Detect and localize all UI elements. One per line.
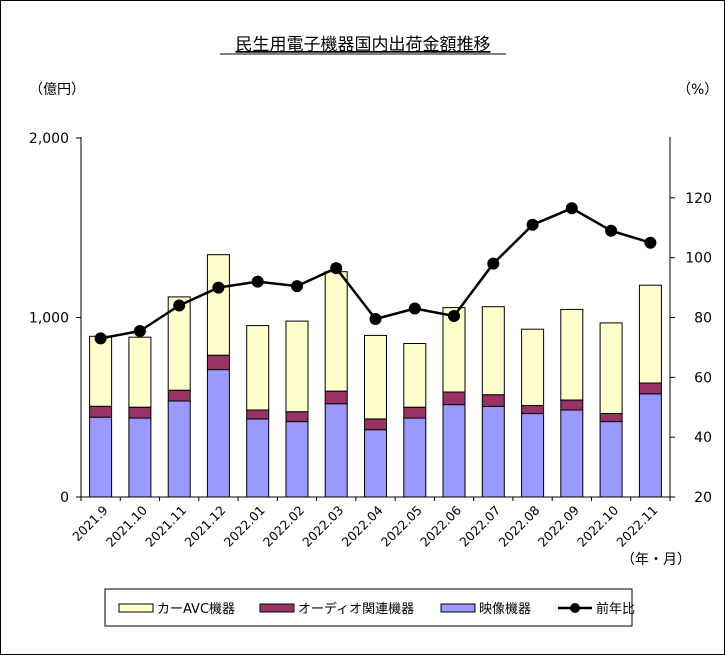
x-category-label-12: 2022.08	[496, 502, 543, 549]
yoy-point-9	[408, 302, 421, 315]
bar-segment-1-10	[442, 404, 466, 498]
bar-segment-1-6	[285, 421, 309, 498]
bar-segment-3-11	[481, 306, 505, 396]
bar-segment-1-3	[167, 400, 191, 498]
bar-segment-2-6	[285, 411, 309, 423]
bar-segment-2-12	[521, 405, 545, 415]
bar-segment-2-15	[638, 382, 662, 395]
bar-segment-1-14	[599, 421, 623, 498]
bar-segment-2-14	[599, 413, 623, 423]
bar-segment-2-8	[364, 418, 387, 431]
bar-segment-1-15	[638, 393, 662, 498]
bar-segment-2-5	[246, 409, 270, 420]
x-category-label-11: 2022.07	[456, 503, 503, 550]
yoy-point-2	[133, 325, 146, 337]
bar-segment-2-3	[167, 389, 191, 402]
left-axis-unit: （億円）	[29, 82, 85, 98]
legend-label-1: カーAVC機器	[157, 602, 235, 617]
yoy-point-8	[369, 313, 382, 325]
x-category-label-4: 2021.12	[181, 503, 228, 550]
bar-segment-3-8	[364, 334, 387, 420]
bar-segment-3-3	[167, 296, 191, 391]
bar-segment-3-9	[403, 343, 427, 408]
bar-segment-3-6	[285, 320, 309, 413]
x-category-label-8: 2022.04	[338, 502, 385, 549]
legend-swatch-2	[259, 603, 295, 613]
bar-segment-3-7	[324, 271, 348, 392]
bar-segment-1-11	[481, 405, 505, 498]
x-category-label-6: 2022.02	[260, 503, 307, 550]
legend-marker-4	[570, 603, 580, 613]
bar-segment-3-13	[560, 308, 584, 401]
chart-title: 民生用電子機器国内出荷金額推移	[236, 35, 491, 55]
bar-segment-2-2	[128, 406, 152, 419]
yoy-point-13	[565, 202, 578, 215]
bar-segment-1-5	[246, 418, 270, 498]
bar-segment-2-11	[481, 394, 505, 407]
bar-segment-1-1	[89, 416, 113, 498]
bar-segment-3-14	[599, 322, 623, 414]
x-axis-unit: （年・月）	[621, 552, 691, 568]
yoy-point-3	[173, 299, 186, 312]
bar-segment-1-8	[364, 429, 387, 498]
legend-swatch-1	[118, 603, 154, 613]
yoy-point-7	[330, 262, 343, 275]
bar-segment-3-12	[521, 328, 545, 407]
right-axis-tick-label-6: 120	[685, 191, 712, 207]
bar-segment-2-9	[403, 406, 427, 419]
x-category-label-2: 2021.10	[103, 502, 150, 549]
legend-swatch-3	[440, 603, 476, 613]
bar-segment-3-4	[206, 254, 230, 356]
bar-segment-1-2	[128, 417, 152, 498]
x-category-label-14: 2022.10	[574, 502, 621, 549]
bar-segment-2-4	[206, 354, 230, 371]
bar-segment-3-1	[89, 335, 113, 407]
yoy-point-15	[644, 236, 657, 249]
x-category-label-9: 2022.05	[378, 503, 425, 550]
yoy-point-4	[212, 281, 225, 294]
bar-segment-1-13	[560, 409, 584, 498]
left-axis-tick-label-1: 0	[60, 490, 69, 506]
yoy-point-6	[291, 280, 303, 293]
bar-segment-1-9	[403, 417, 427, 498]
right-axis-tick-label-3: 60	[694, 370, 712, 386]
yoy-point-14	[605, 224, 618, 237]
bar-segment-3-10	[442, 307, 466, 393]
x-category-label-5: 2022.01	[221, 503, 268, 550]
yoy-point-10	[448, 310, 460, 322]
x-category-label-3: 2021.11	[142, 503, 189, 550]
right-axis-tick-label-4: 80	[694, 311, 712, 327]
yoy-point-11	[487, 257, 500, 270]
x-category-label-10: 2022.06	[417, 502, 464, 549]
right-axis-tick-label-1: 20	[694, 490, 712, 506]
bar-segment-2-7	[324, 390, 348, 405]
bar-segment-2-10	[442, 391, 466, 406]
left-axis-tick-label-3: 2,000	[29, 131, 69, 147]
bar-segment-3-2	[128, 336, 152, 408]
right-axis-tick-label-2: 40	[694, 430, 712, 446]
yoy-point-5	[251, 275, 264, 288]
right-axis-unit: （%）	[677, 82, 718, 98]
bar-segment-2-13	[560, 399, 584, 411]
yoy-point-12	[526, 218, 539, 231]
legend-label-4: 前年比	[596, 601, 635, 617]
bar-segment-1-7	[324, 403, 348, 498]
bar-segment-3-5	[246, 325, 270, 411]
bar-segment-1-4	[206, 369, 230, 498]
right-axis-tick-label-5: 100	[685, 251, 712, 267]
x-category-label-15: 2022.11	[613, 503, 660, 550]
left-axis-tick-label-2: 1,000	[29, 311, 69, 327]
legend-box	[104, 588, 633, 627]
yoy-point-1	[94, 332, 107, 345]
legend-label-3: 映像機器	[479, 602, 531, 617]
bar-segment-1-12	[521, 413, 545, 498]
x-category-label-7: 2022.03	[299, 503, 346, 550]
bar-segment-3-15	[638, 284, 662, 384]
legend-label-2: オーディオ関連機器	[298, 601, 414, 617]
bar-segment-2-1	[89, 405, 113, 418]
x-category-label-13: 2022.09	[535, 502, 582, 549]
